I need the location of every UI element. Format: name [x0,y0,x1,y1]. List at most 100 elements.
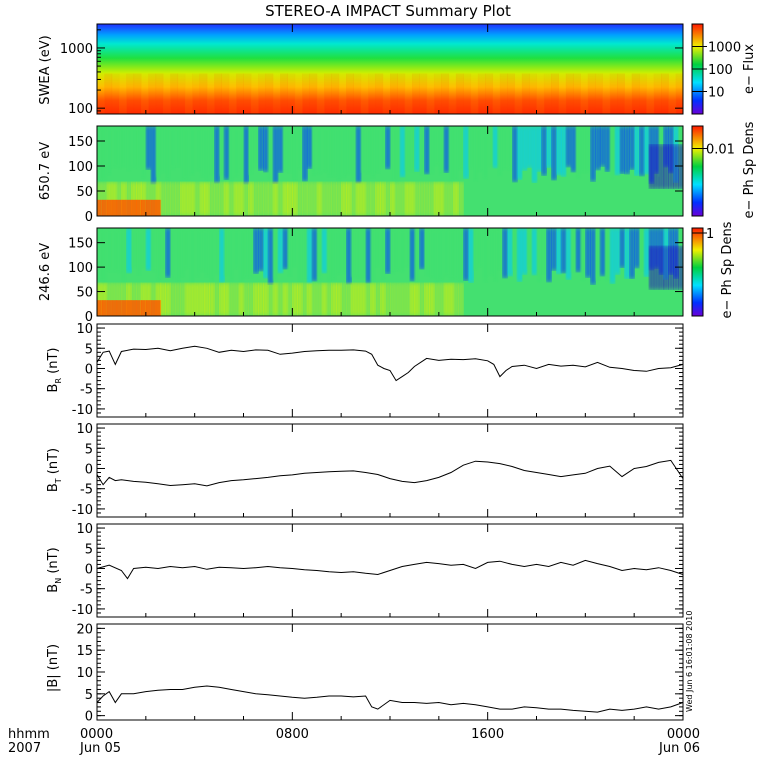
bmag-ytick-label: 10 [76,666,93,681]
x-axis-label-hhmm: hhmm [8,727,50,742]
pad650-cb-tick-label: 0.01 [706,143,735,158]
pad650-texture-column [404,126,411,172]
pad650-texture-band [458,181,464,216]
pad650-texture-band [272,181,279,216]
pad650-texture-column [248,126,254,176]
pad246-texture-column [468,228,474,283]
pad650-texture-band [170,181,176,216]
pad650-ytick-label: 0 [85,210,93,225]
pad650-texture-column [458,126,464,171]
pad650-texture-band [292,181,298,216]
pad246-texture-column [609,228,616,284]
pad246-texture-column [145,228,152,271]
pad246-texture-band [184,282,191,316]
x-tick-label: 0000 [667,727,700,742]
pad246-texture-band [194,282,201,316]
pad650-texture-column [414,126,420,172]
swea-texture-cell [419,73,428,114]
swea-texture-cell [162,73,171,114]
pad246-colorbar-label: e− Ph Sp Dens [720,221,735,318]
pad246-texture-band [311,282,318,316]
pad650-texture-band [267,181,274,216]
pad650-texture-column [453,126,459,181]
pad650-texture-hot [136,199,142,216]
pad246-texture-column [487,228,494,277]
pad650-texture-column [253,126,259,169]
pad246-texture-band [150,282,157,316]
swea-cb-tick-label: 1000 [708,41,741,56]
pad650-texture-column [380,126,386,169]
pad650-texture-band [136,181,142,216]
pad650-texture-hot [131,199,137,216]
pad650-texture-column [595,126,601,171]
pad246-texture-column [507,228,513,277]
pad650-texture-column [101,126,108,183]
pad650-texture-hot [101,199,108,216]
pad246-texture-band [121,282,127,316]
swea-texture-cell [368,73,376,114]
pad246-texture-band [165,282,171,316]
pad650-texture-column [326,126,332,178]
pad650-texture-column [184,126,191,182]
pad650-texture-hot [121,199,127,216]
pad246-texture-column [194,228,201,278]
pad246-texture-column [341,228,347,275]
pad246-texture-column [297,228,303,285]
swea-colorbar-ticks: 10 100 1000 [692,41,741,101]
pad650-texture-band [429,181,435,216]
pad246-texture-column [360,228,367,279]
pad650-texture-band [248,181,254,216]
swea-texture [97,73,683,114]
pad246-texture-column [140,228,147,269]
swea-texture-cell [536,73,545,114]
pad650-texture-column [624,126,630,175]
pad650-texture-band [360,181,367,216]
pad246-texture-column [97,228,103,282]
pad650-texture-column [277,126,284,173]
pad650-texture-column [97,126,103,184]
pad650-texture-band [326,181,332,216]
pad650-texture-band [277,181,284,216]
pad650-texture-column [194,126,201,173]
pad246-texture-column [643,228,650,277]
pad246-texture-column [321,228,328,274]
pad246-texture-column [331,228,337,281]
pad650-texture-column [316,126,323,176]
bn-ytick-label: 5 [85,542,93,557]
pad650-texture-band [228,181,235,216]
pad246-texture-column [233,228,240,270]
pad650-texture-column [639,126,645,177]
pad650-texture-column [292,126,298,183]
pad246-texture-band [360,282,367,316]
pad650-colorbar-ticks: 0.01 [692,143,735,158]
pad246-texture-column [619,228,625,268]
pad650-texture-hot [111,199,118,216]
swea-cb-tick-label: 10 [708,86,725,101]
swea-texture-cell [441,73,450,114]
pad650-texture-column [399,126,406,178]
bt-series-line [96,459,684,487]
swea-texture-cell [675,73,683,114]
pad246-texture-column [438,228,445,281]
pad246-texture-band [180,282,186,316]
pad246-texture-band [316,282,323,316]
pad246-texture-band [414,282,420,316]
pad246-texture-column [248,228,254,279]
pad246-texture-column [585,228,591,278]
pad246-texture-column [497,228,503,271]
swea-texture-cell [668,73,677,114]
bn-panel: -10 -5 0 5 10 BN (nT) [46,522,684,618]
pad650-texture-column [370,126,376,179]
pad650-texture-band [263,181,269,216]
swea-texture-cell [338,73,347,114]
pad246-texture-hot [121,300,127,316]
pad650-texture-band [414,181,420,216]
swea-texture-cell [228,73,237,114]
pad246-texture-band [238,282,245,316]
pad246-texture-column [599,228,606,277]
pad246-texture-column [346,228,352,285]
swea-texture-cell [250,73,259,114]
pad650-texture-column [238,126,245,170]
swea-texture-cell [104,73,113,114]
pad246-texture-column [546,228,552,283]
